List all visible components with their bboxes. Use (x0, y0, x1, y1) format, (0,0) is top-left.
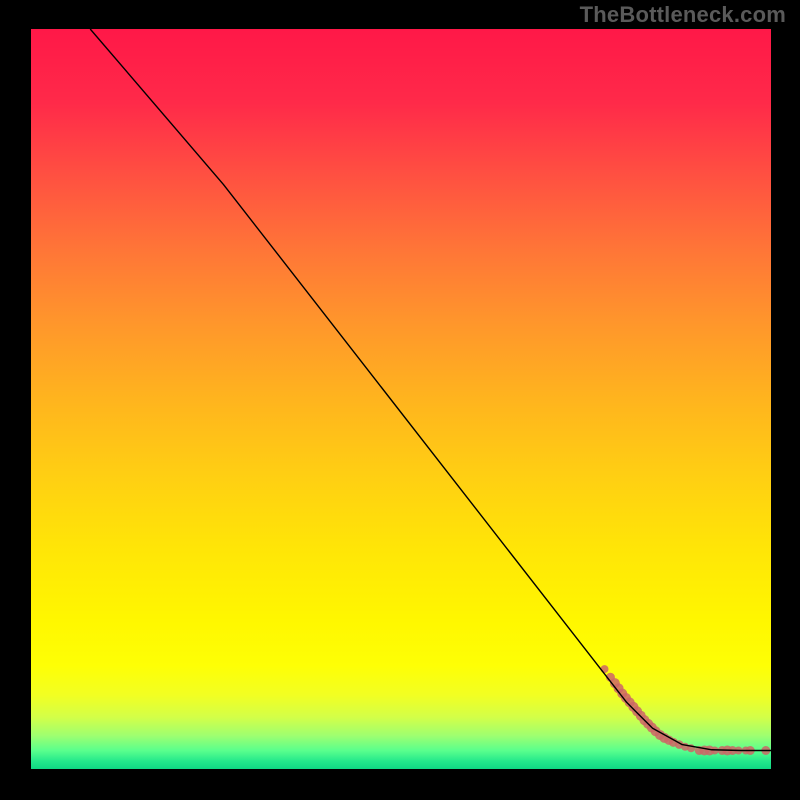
plot-background (31, 29, 771, 769)
gradient-plot (31, 29, 771, 769)
watermark-text: TheBottleneck.com (580, 2, 786, 28)
scatter-point (601, 665, 609, 673)
chart-frame: TheBottleneck.com (0, 0, 800, 800)
